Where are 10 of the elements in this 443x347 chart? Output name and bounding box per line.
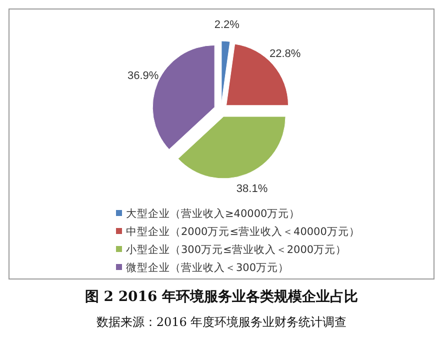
text: 图 2 2016 年环境服务业各类规模企业占比 (84, 288, 358, 305)
data-label: 22.8% (270, 48, 301, 60)
data-label: 38.1% (236, 183, 268, 196)
data-label: 36.9% (127, 70, 159, 82)
source-note: 数据来源：2016 年度环境服务业财务统计调查 (96, 315, 347, 329)
legend-label: 小型企业（300万元≤营业收入＜2000万元） (126, 242, 347, 256)
data-label: 2.2% (214, 19, 240, 32)
legend-label: 微型企业（营业收入＜300万元） (126, 260, 290, 274)
legend-label: 中型企业（2000万元≤营业收入＜40000万元） (126, 224, 360, 238)
legend-label: 大型企业（营业收入≥40000万元） (126, 206, 300, 220)
